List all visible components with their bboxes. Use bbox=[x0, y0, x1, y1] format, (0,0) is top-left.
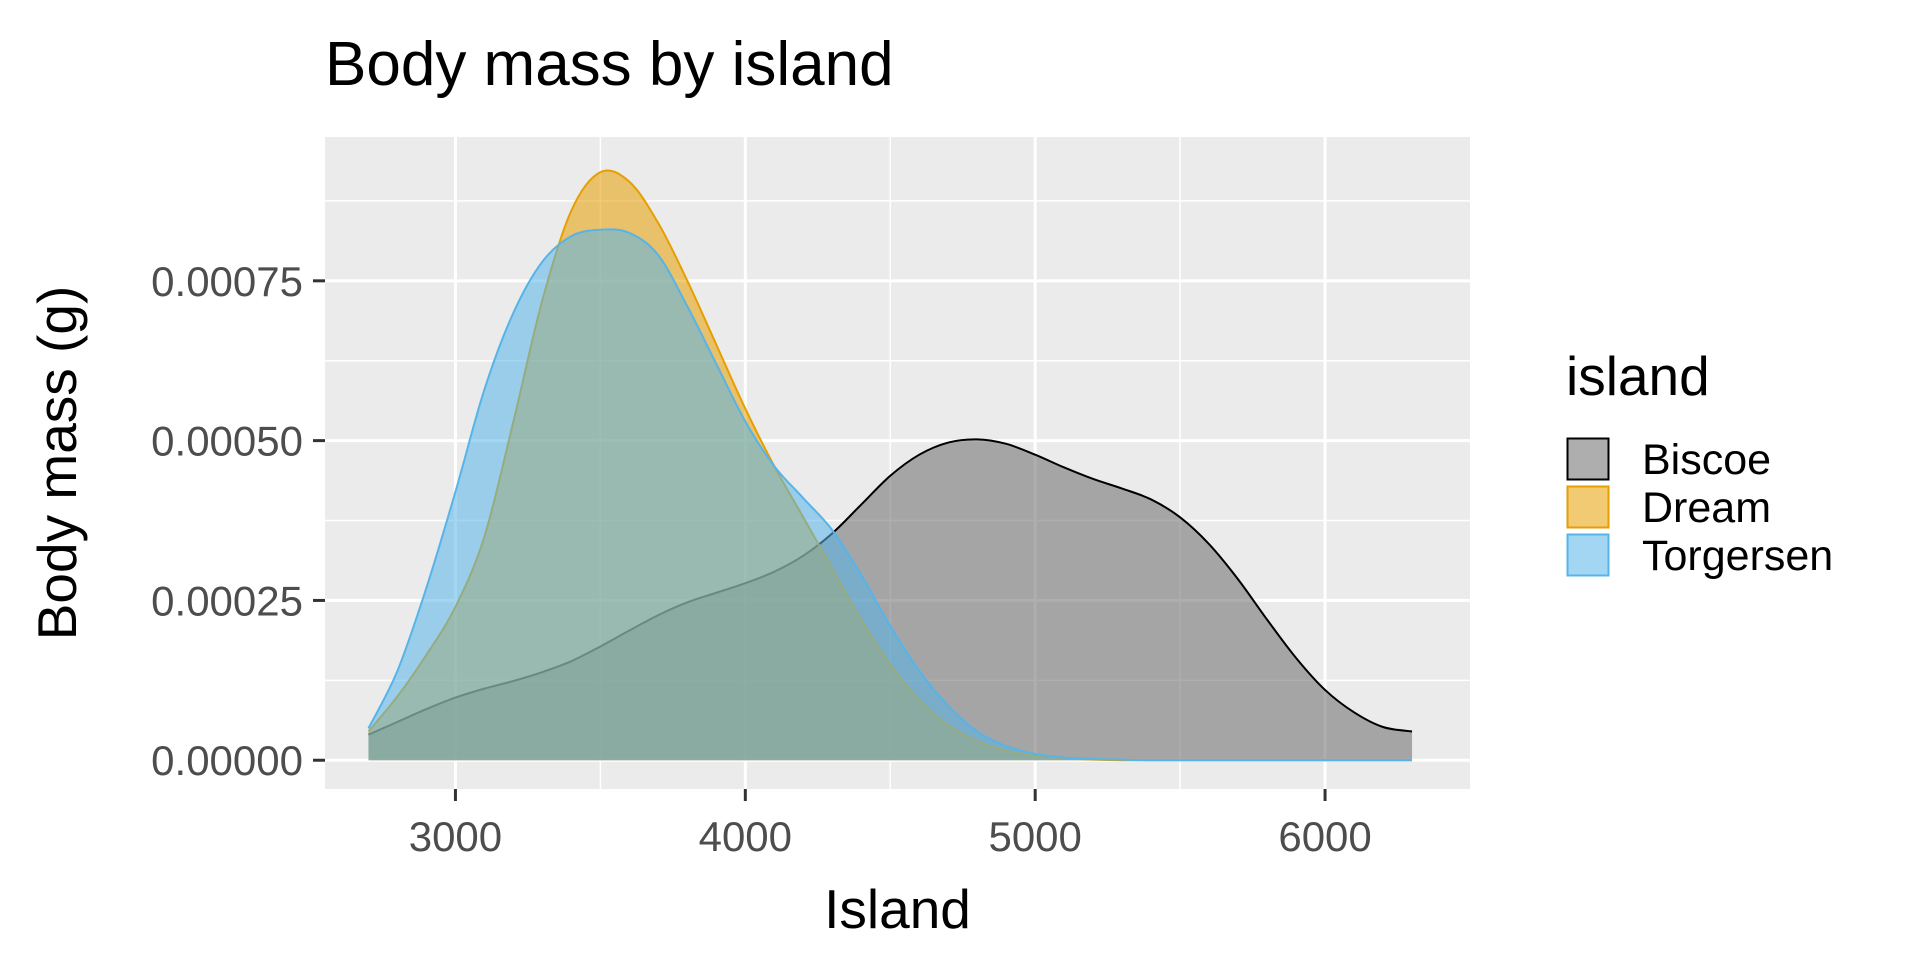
legend-label-torgersen: Torgersen bbox=[1642, 532, 1833, 580]
y-tick-label: 0.00075 bbox=[151, 258, 303, 305]
y-tick-label: 0.00025 bbox=[151, 577, 303, 624]
y-tick-label: 0.00050 bbox=[151, 418, 303, 465]
density-area-torgersen bbox=[368, 229, 1413, 761]
x-tick-label: 5000 bbox=[988, 813, 1081, 860]
legend-label-biscoe: Biscoe bbox=[1642, 436, 1771, 484]
legend-key-dream bbox=[1566, 485, 1610, 529]
legend-label-dream: Dream bbox=[1642, 484, 1771, 532]
y-axis-title: Body mass (g) bbox=[26, 286, 88, 641]
chart-title: Body mass by island bbox=[325, 30, 894, 99]
axes: 3000 4000 5000 6000 0.00000 0.00025 0.00050 0.0… bbox=[151, 258, 1372, 860]
density-line-torgersen bbox=[367, 228, 1413, 762]
x-tick-label: 6000 bbox=[1278, 813, 1371, 860]
x-tick-label: 3000 bbox=[409, 813, 502, 860]
legend-title: island bbox=[1566, 345, 1710, 407]
x-axis-title: Island bbox=[824, 878, 971, 940]
density-areas bbox=[367, 169, 1413, 762]
y-tick-label: 0.00000 bbox=[151, 737, 303, 784]
x-tick-label: 4000 bbox=[699, 813, 792, 860]
legend-key-torgersen bbox=[1566, 533, 1610, 577]
legend-key-biscoe bbox=[1566, 437, 1610, 481]
